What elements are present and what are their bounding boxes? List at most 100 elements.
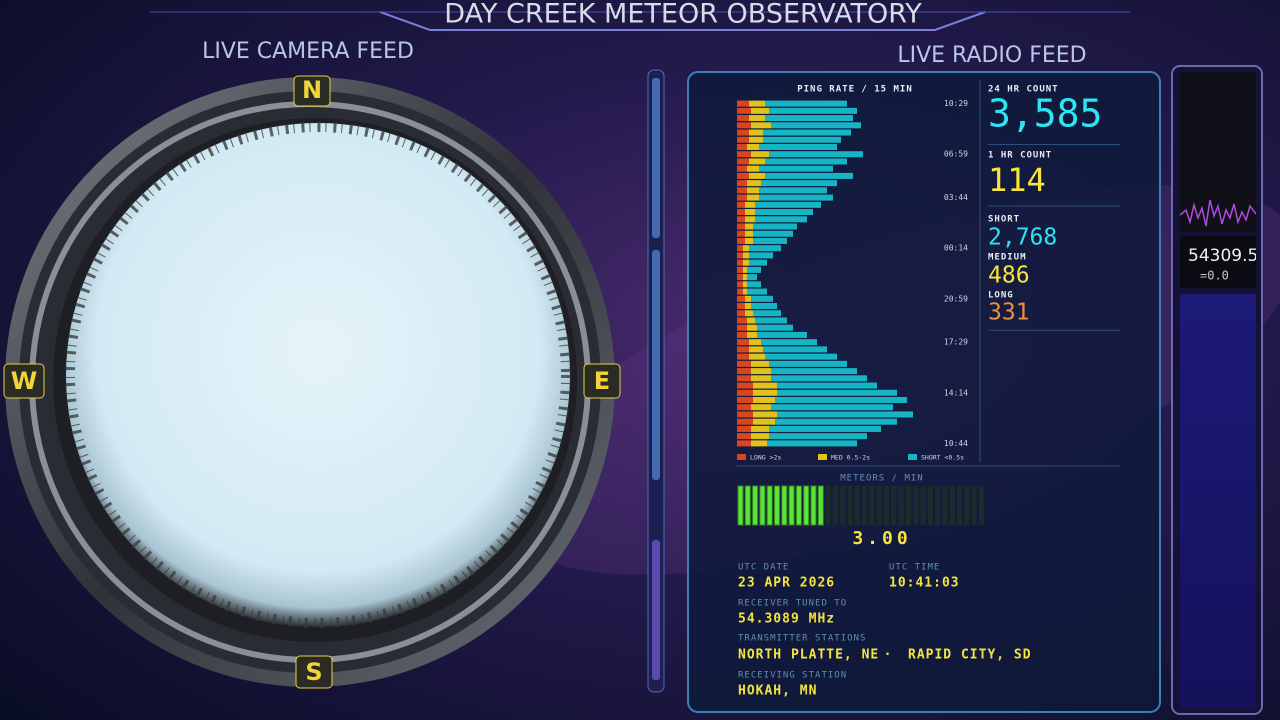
bar-segment — [749, 115, 765, 122]
bar-segment — [743, 245, 749, 252]
meter-segment — [898, 486, 904, 525]
legend-label: LONG >2s — [750, 454, 781, 462]
meter-segment — [817, 485, 824, 526]
bar-segment — [737, 331, 747, 338]
bar-segment — [737, 360, 751, 367]
bar-segment — [737, 136, 749, 143]
bar-segment — [737, 230, 745, 237]
bar-segment — [755, 209, 813, 216]
bar-segment — [737, 346, 749, 353]
meter-segment — [759, 485, 766, 526]
slider-segment — [652, 540, 660, 680]
bar-segment — [751, 375, 771, 382]
bar-segment — [747, 165, 759, 172]
slider-segment — [652, 250, 660, 480]
legend-label: SHORT <0.5s — [921, 454, 964, 462]
meter-segment — [905, 486, 911, 525]
stat-label: SHORT — [988, 215, 1020, 225]
bar-segment — [757, 331, 807, 338]
bar-segment — [747, 288, 767, 295]
bar-segment — [737, 151, 751, 158]
bar-segment — [769, 360, 847, 367]
bar-segment — [749, 129, 763, 136]
meter-segment — [920, 486, 926, 525]
tree-line — [65, 122, 571, 628]
bar-segment — [737, 382, 753, 389]
stat-value: 331 — [988, 300, 1030, 326]
bar-segment — [737, 180, 747, 187]
ping-chart: 10:29 06:59 03:44 00:14 20:59 17:29 14:14 10:44… — [737, 99, 968, 462]
radio-panel — [687, 71, 1161, 713]
info-value: RAPID CITY, SD — [908, 648, 1032, 663]
slider-segment — [652, 78, 660, 238]
meter-segment — [957, 486, 962, 525]
bar-segment — [737, 158, 749, 165]
bar-segment — [777, 389, 897, 396]
bar-segment — [747, 317, 755, 324]
bar-segment — [751, 404, 771, 411]
bar-segment — [737, 339, 749, 346]
bar-segment — [765, 353, 837, 360]
bar-segment — [737, 115, 749, 122]
bar-segment — [749, 353, 765, 360]
bar-segment — [751, 295, 773, 302]
bar-segment — [737, 310, 745, 317]
meter-segment — [825, 486, 831, 525]
bar-segment — [747, 180, 761, 187]
bar-segment — [737, 252, 743, 259]
bar-segment — [751, 425, 769, 432]
bar-segment — [749, 158, 765, 165]
bar-segment — [747, 324, 757, 331]
bar-segment — [765, 100, 847, 107]
bar-segment — [737, 418, 753, 425]
meter-segment — [810, 485, 817, 526]
bar-segment — [737, 209, 745, 216]
bar-segment — [765, 115, 853, 122]
bar-segment — [737, 201, 745, 208]
bar-segment — [771, 375, 867, 382]
bar-segment — [769, 425, 881, 432]
bar-segment — [747, 143, 759, 151]
y-tick-label: 20:59 — [944, 294, 968, 303]
bar-segment — [751, 440, 767, 447]
meter-segment — [978, 486, 984, 525]
bar-segment — [737, 107, 751, 114]
bar-segment — [737, 324, 747, 331]
bar-segment — [745, 303, 751, 310]
bar-segment — [743, 259, 749, 266]
y-tick-label: 06:59 — [944, 150, 968, 159]
bar-segment — [761, 180, 837, 187]
info-separator: · — [884, 648, 893, 663]
header-frame — [379, 11, 986, 31]
info-label: TRANSMITTER STATIONS — [738, 634, 866, 644]
legend-label: MED 0.5-2s — [831, 454, 870, 462]
stat-label: 1 HR COUNT — [988, 151, 1052, 161]
meter-segment — [949, 486, 955, 525]
bar-segment — [737, 129, 749, 136]
bar-segment — [753, 411, 777, 418]
bar-segment — [753, 230, 793, 237]
meter — [737, 485, 984, 526]
camera-feed: N E S W — [3, 75, 621, 689]
bar-segment — [745, 310, 753, 317]
info-label: UTC TIME — [889, 563, 940, 573]
bar-segment — [743, 281, 747, 288]
compass-east: E — [594, 367, 610, 395]
stat-label: MEDIUM — [988, 253, 1027, 263]
bar-segment — [759, 187, 827, 194]
meter-title: METEORS / MIN — [840, 474, 923, 484]
meter-segment — [971, 486, 977, 525]
bar-segment — [749, 252, 773, 259]
offset-readout: =0.0 — [1200, 269, 1229, 283]
bar-segment — [737, 122, 751, 129]
bar-segment — [769, 107, 857, 114]
bar-segment — [763, 136, 841, 143]
bar-segment — [749, 172, 765, 179]
bar-segment — [753, 418, 775, 425]
bar-segment — [745, 201, 755, 208]
bar-segment — [749, 136, 763, 143]
bar-segment — [771, 404, 893, 411]
compass-north: N — [302, 76, 322, 104]
bar-segment — [753, 237, 787, 244]
legend-swatch — [818, 454, 827, 460]
